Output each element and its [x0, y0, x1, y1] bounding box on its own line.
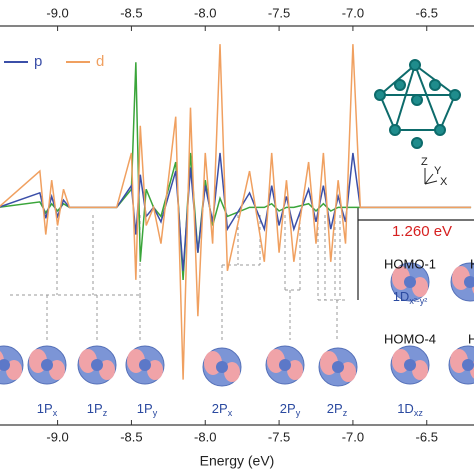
x-tick-label: -7.5 — [268, 5, 290, 20]
orbital-name: 2P — [327, 401, 343, 416]
lobe — [404, 359, 416, 371]
x-tick-label: -6.5 — [416, 5, 438, 20]
x-tick-label: -8.5 — [120, 429, 142, 444]
x-tick-label: -6.5 — [416, 429, 438, 444]
orbital-picture — [77, 345, 117, 385]
orbital-picture — [450, 262, 474, 302]
orbital-label: 2Py — [280, 401, 301, 418]
x-tick-label: -9.0 — [46, 5, 68, 20]
series-line — [0, 152, 472, 271]
orbital-label: 1Pz — [87, 401, 108, 418]
homo-label: HOMO-4 — [384, 331, 436, 346]
cluster-icon — [374, 59, 461, 149]
lobe — [404, 276, 416, 288]
orbital-subscript: x²-y² — [409, 296, 427, 306]
orbital-picture — [265, 345, 305, 385]
x-tick-label: -9.0 — [46, 429, 68, 444]
orbital-subscript: y — [296, 408, 301, 418]
gap-label: 1.260 eV — [392, 223, 452, 240]
x-tick-label: -8.0 — [194, 5, 216, 20]
gap-bracket — [357, 207, 474, 300]
x-tick-label: -7.0 — [342, 5, 364, 20]
orbital-picture — [125, 345, 165, 385]
orbital-subscript: x — [228, 408, 233, 418]
orbital-picture — [390, 345, 430, 385]
orbital-label: 1Dxz — [397, 401, 423, 418]
axes-icon — [424, 168, 438, 185]
connectors — [10, 215, 345, 340]
orbital-name: 2P — [280, 401, 296, 416]
orbital-subscript: y — [153, 408, 158, 418]
orbital-picture — [202, 347, 242, 387]
orbital-subscript: x — [53, 408, 58, 418]
x-tick-label: -8.5 — [120, 5, 142, 20]
orbital-name: 1D — [397, 401, 414, 416]
homo-label: H — [470, 256, 474, 271]
orbital-label: 2Pz — [327, 401, 348, 418]
lobe — [332, 361, 344, 373]
orbital-label: 1Py — [137, 401, 158, 418]
orbital-name: 2P — [212, 401, 228, 416]
lobe — [279, 359, 291, 371]
orbital-name: 1P — [37, 401, 53, 416]
lobe — [0, 359, 10, 371]
orbital-label: 1Px — [37, 401, 58, 418]
lobe — [464, 276, 474, 288]
legend-label: d — [96, 53, 104, 70]
series-line — [0, 44, 472, 380]
orbital-picture — [27, 345, 67, 385]
orbital-picture — [448, 345, 474, 385]
orbital-name: 1P — [87, 401, 103, 416]
homo-label: HO — [468, 331, 474, 346]
axis-letter: Y — [434, 165, 442, 177]
x-tick-label: -8.0 — [194, 429, 216, 444]
legend-label: p — [34, 53, 42, 70]
plot-frame — [0, 25, 474, 426]
axis-letter: X — [440, 176, 448, 188]
orbital-name: 1D — [393, 289, 410, 304]
x-axis-label: Energy (eV) — [200, 453, 275, 469]
orbital-name: 1P — [137, 401, 153, 416]
orbital-label: 2Px — [212, 401, 233, 418]
homo-label: HOMO-1 — [384, 256, 436, 271]
orbital-subscript: xz — [414, 408, 424, 418]
orbital-subscript: z — [103, 408, 108, 418]
axis-letter: Z — [421, 156, 428, 168]
x-tick-label: -7.5 — [268, 429, 290, 444]
orbital-label: 1Dx²-y² — [393, 289, 428, 306]
orbital-subscript: z — [343, 408, 348, 418]
x-tick-label: -7.0 — [342, 429, 364, 444]
orbital-picture — [390, 262, 430, 302]
lobe — [216, 361, 228, 373]
orbital-picture — [318, 347, 358, 387]
lobe — [41, 359, 53, 371]
lobe — [462, 359, 474, 371]
lobe — [139, 359, 151, 371]
lobe — [91, 359, 103, 371]
orbital-picture — [0, 345, 24, 385]
